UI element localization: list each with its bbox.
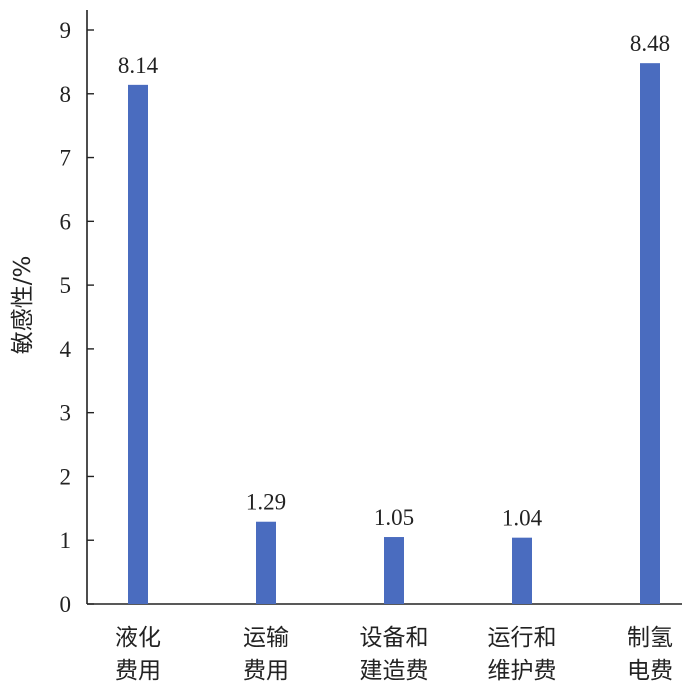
bar (384, 537, 404, 604)
y-tick-label: 9 (60, 18, 72, 43)
category-label: 运行和 (488, 625, 557, 651)
bar (256, 521, 276, 604)
category-label: 费用 (115, 658, 161, 684)
category-label: 制氢 (627, 625, 673, 651)
bar-value-label: 1.29 (246, 490, 286, 515)
y-tick-label: 2 (60, 464, 72, 489)
bar (512, 537, 532, 604)
y-tick-label: 8 (60, 82, 72, 107)
y-tick-label: 7 (60, 146, 72, 171)
category-label: 费用 (243, 658, 289, 684)
bar-value-label: 1.05 (374, 505, 414, 530)
category-label: 设备和 (360, 625, 429, 651)
y-tick-label: 1 (60, 528, 72, 553)
category-label: 维护费 (488, 658, 557, 684)
bar-value-label: 8.14 (118, 53, 159, 78)
axes: 0 1 2 3 4 5 6 7 8 9 (60, 10, 682, 617)
y-tick-label: 6 (60, 209, 72, 234)
bar-value-label: 8.48 (630, 31, 670, 56)
category-label: 电费 (627, 658, 673, 684)
y-tick-label: 5 (60, 273, 72, 298)
y-axis-title: 敏感性/% (10, 256, 36, 355)
bar (128, 84, 148, 605)
y-tick-label: 3 (60, 401, 72, 426)
y-tick-label: 0 (60, 592, 72, 617)
category-label: 运输 (243, 625, 289, 651)
bars (128, 63, 660, 605)
y-tick-label: 4 (60, 337, 72, 362)
bar (640, 63, 660, 605)
category-label: 液化 (115, 625, 161, 651)
bar-value-label: 1.04 (502, 506, 543, 531)
category-label: 建造费 (360, 658, 429, 684)
